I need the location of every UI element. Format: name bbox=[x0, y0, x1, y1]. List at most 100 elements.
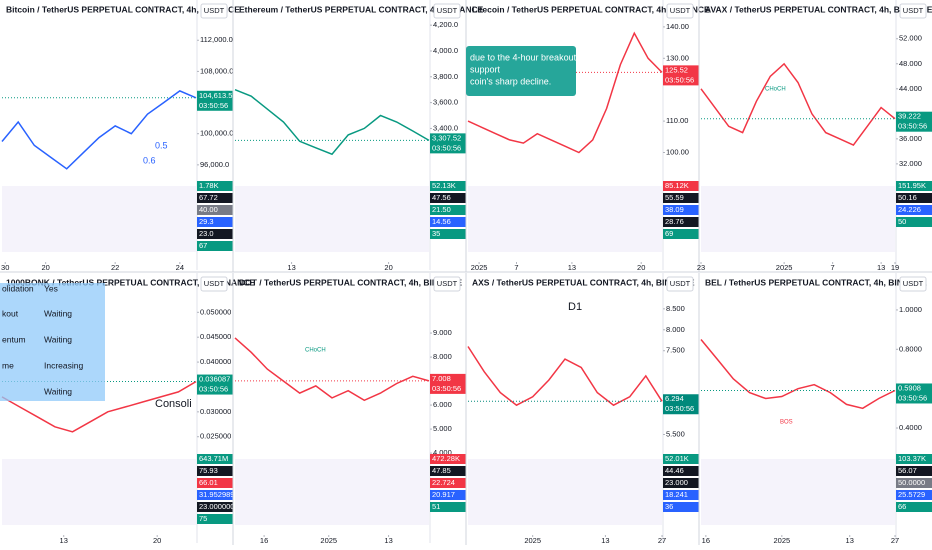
readout-tag bbox=[430, 490, 466, 500]
readout-tag bbox=[663, 217, 699, 227]
readout-tag bbox=[197, 490, 233, 500]
y-tick-label: 130.00 bbox=[666, 53, 689, 62]
indicator-pane bbox=[468, 186, 662, 252]
countdown: 03:50:56 bbox=[665, 75, 694, 84]
readout-tag bbox=[430, 502, 466, 512]
readout-tag bbox=[896, 490, 932, 500]
price-label: 0.5908 bbox=[898, 383, 921, 392]
y-tick-label: 3,400.0 bbox=[433, 123, 458, 132]
readout-label: 643.71M bbox=[199, 454, 228, 463]
price-line bbox=[467, 346, 663, 407]
x-tick-label: 30 bbox=[1, 263, 9, 272]
x-tick-label: 20 bbox=[41, 263, 49, 272]
countdown: 03:50:56 bbox=[199, 101, 228, 110]
fib-label: 0.5 bbox=[155, 140, 168, 150]
chart-title: AXS / TetherUS PERPETUAL CONTRACT, 4h, B… bbox=[472, 277, 695, 287]
readout-tag bbox=[197, 241, 233, 251]
readout-label: 47.85 bbox=[432, 466, 451, 475]
y-tick-label: 4,200.0 bbox=[433, 20, 458, 29]
y-tick-label: 36.000 bbox=[899, 134, 922, 143]
x-tick-label: 13 bbox=[877, 263, 885, 272]
x-tick-label: 13 bbox=[568, 263, 576, 272]
x-tick-label: 13 bbox=[384, 536, 392, 545]
x-tick-label: 16 bbox=[260, 536, 268, 545]
x-tick-label: 2025 bbox=[773, 536, 790, 545]
choch-label: CHoCH bbox=[305, 348, 326, 354]
readout-label: 35 bbox=[432, 229, 440, 238]
readout-label: 18.241 bbox=[665, 490, 688, 499]
x-tick-label: 27 bbox=[891, 536, 899, 545]
readout-tag bbox=[197, 502, 233, 512]
annotation-text: due to the 4-hour breakout bbox=[470, 52, 577, 62]
x-tick-label: 16 bbox=[702, 536, 710, 545]
price-line bbox=[234, 337, 430, 402]
readout-label: 38.09 bbox=[665, 205, 684, 214]
readout-label: 55.59 bbox=[665, 193, 684, 202]
readout-label: 52.13K bbox=[432, 181, 456, 190]
readout-label: 51 bbox=[432, 502, 440, 511]
y-tick-label: 0.040000 bbox=[200, 357, 231, 366]
unit-box bbox=[899, 276, 927, 292]
readout-label: 23.000000 bbox=[199, 502, 234, 511]
readout-tag bbox=[197, 514, 233, 524]
unit-label: USDT bbox=[903, 6, 924, 15]
table-cell: Increasing bbox=[44, 360, 83, 370]
y-tick-label: 112,000.0 bbox=[200, 35, 233, 44]
unit-box bbox=[433, 276, 461, 292]
x-tick-label: 13 bbox=[601, 536, 609, 545]
y-tick-label: 4,000.0 bbox=[433, 46, 458, 55]
x-tick-label: 13 bbox=[287, 263, 295, 272]
table-cell: Yes bbox=[44, 283, 58, 293]
indicator-pane bbox=[235, 186, 429, 252]
y-tick-label: 0.045000 bbox=[200, 332, 231, 341]
readout-label: 52.01K bbox=[665, 454, 689, 463]
price-label: 7.008 bbox=[432, 374, 451, 383]
readout-label: 24.226 bbox=[898, 205, 921, 214]
readout-label: 50 bbox=[898, 217, 906, 226]
indicator-pane bbox=[2, 459, 196, 525]
x-tick-label: 2025 bbox=[776, 263, 793, 272]
table-cell: me bbox=[2, 360, 14, 370]
x-tick-label: 13 bbox=[846, 536, 854, 545]
readout-label: 23.0 bbox=[199, 229, 214, 238]
y-tick-label: 8.000 bbox=[433, 352, 452, 361]
y-tick-label: 4.000 bbox=[433, 448, 452, 457]
price-line bbox=[700, 62, 896, 147]
readout-label: 25.5729 bbox=[898, 490, 925, 499]
readout-tag bbox=[197, 181, 233, 191]
readout-tag bbox=[430, 229, 466, 239]
y-tick-label: 8.500 bbox=[666, 304, 685, 313]
readout-tag bbox=[663, 466, 699, 476]
price-tag bbox=[896, 383, 932, 404]
y-tick-label: 0.8000 bbox=[899, 344, 922, 353]
readout-tag bbox=[197, 478, 233, 488]
price-line bbox=[1, 380, 197, 433]
readout-tag bbox=[896, 205, 932, 215]
chart-title: DOT / TetherUS PERPETUAL CONTRACT, 4h, B… bbox=[239, 277, 462, 287]
y-tick-label: 108,000.0 bbox=[200, 66, 233, 75]
unit-label: USDT bbox=[204, 6, 225, 15]
price-tag bbox=[430, 133, 466, 154]
readout-tag bbox=[896, 502, 932, 512]
readout-label: 56.07 bbox=[898, 466, 917, 475]
readout-label: 14.56 bbox=[432, 217, 451, 226]
y-tick-label: 8.000 bbox=[666, 325, 685, 334]
readout-label: 36 bbox=[665, 502, 673, 511]
readout-label: 28.76 bbox=[665, 217, 684, 226]
y-tick-label: 7.500 bbox=[666, 346, 685, 355]
x-tick-label: 20 bbox=[384, 263, 392, 272]
y-tick-label: 0.030000 bbox=[200, 407, 231, 416]
y-tick-label: 3,800.0 bbox=[433, 72, 458, 81]
x-tick-label: 20 bbox=[637, 263, 645, 272]
y-tick-label: 3,600.0 bbox=[433, 98, 458, 107]
status-table bbox=[0, 283, 105, 401]
price-tag bbox=[197, 374, 233, 395]
y-tick-label: 6.000 bbox=[433, 400, 452, 409]
readout-label: 40.00 bbox=[199, 205, 218, 214]
readout-tag bbox=[663, 502, 699, 512]
chart-title: Ethereum / TetherUS PERPETUAL CONTRACT, … bbox=[239, 4, 484, 14]
annotation-text: coin's sharp decline. bbox=[470, 76, 551, 86]
readout-label: 23.000 bbox=[665, 478, 688, 487]
x-tick-label: 2025 bbox=[524, 536, 541, 545]
